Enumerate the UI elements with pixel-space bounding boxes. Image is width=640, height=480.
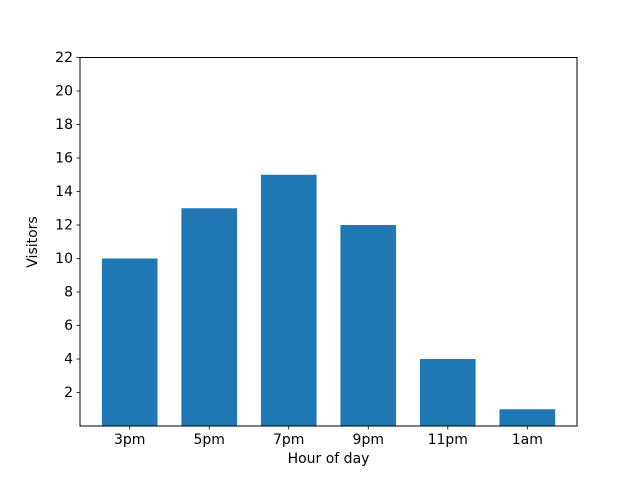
bar-11pm xyxy=(419,359,476,426)
y-tick-label: 20 xyxy=(55,83,73,99)
x-axis-label: Hour of day xyxy=(288,451,370,467)
axes-frame xyxy=(79,57,578,427)
y-axis-ticks: 2 4 6 8 10 12 14 16 18 20 22 xyxy=(55,50,80,401)
bar-7pm xyxy=(260,174,317,426)
x-tick-label: 3pm xyxy=(114,432,145,448)
x-axis-ticks: 3pm 5pm 7pm 9pm 11pm 1am xyxy=(114,426,543,448)
y-tick-label: 14 xyxy=(55,184,73,200)
x-tick-label: 11pm xyxy=(428,432,468,448)
bar-5pm xyxy=(181,208,238,426)
y-tick-label: 12 xyxy=(55,217,73,233)
x-tick-label: 7pm xyxy=(273,432,304,448)
y-tick-label: 10 xyxy=(55,251,73,267)
y-tick-label: 18 xyxy=(55,117,73,133)
plot-area xyxy=(80,57,577,426)
x-tick-label: 1am xyxy=(512,432,543,448)
x-tick-label: 5pm xyxy=(194,432,225,448)
bars-group xyxy=(101,174,556,426)
bar-3pm xyxy=(101,258,158,426)
y-tick-label: 6 xyxy=(64,318,73,334)
y-tick-label: 8 xyxy=(64,284,73,300)
x-tick-label: 9pm xyxy=(353,432,384,448)
y-tick-label: 4 xyxy=(64,351,73,367)
y-axis-label: Visitors xyxy=(25,216,41,267)
y-tick-label: 2 xyxy=(64,385,73,401)
bar-1am xyxy=(499,409,556,426)
y-tick-label: 16 xyxy=(55,150,73,166)
bar-9pm xyxy=(340,225,397,426)
y-tick-label: 22 xyxy=(55,50,73,66)
